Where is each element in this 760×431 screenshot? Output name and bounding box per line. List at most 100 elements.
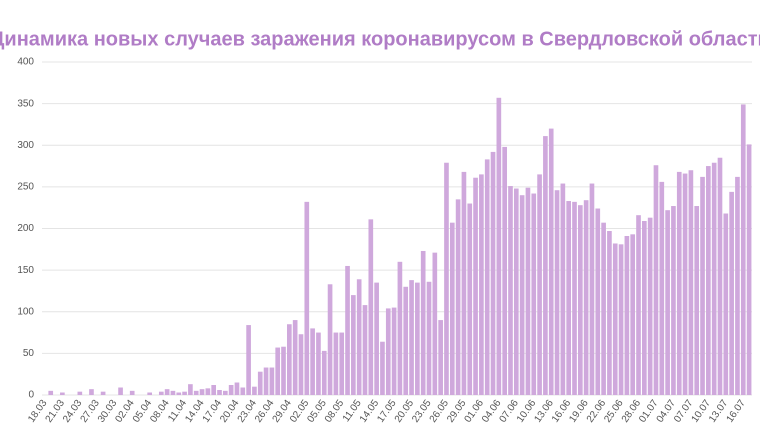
bar — [624, 235, 630, 395]
bar — [746, 144, 752, 395]
bar — [316, 332, 321, 395]
bar — [665, 210, 670, 395]
bar — [391, 307, 397, 395]
bar — [630, 234, 636, 395]
bar — [292, 320, 298, 395]
bar — [706, 166, 711, 395]
bar — [164, 389, 170, 395]
y-tick-label: 100 — [17, 306, 34, 317]
bar — [577, 205, 583, 395]
bar — [543, 136, 548, 395]
bar — [473, 177, 478, 395]
bar — [537, 174, 542, 395]
bar — [240, 387, 246, 395]
bar — [356, 279, 362, 395]
bar — [246, 325, 251, 395]
bar — [449, 222, 455, 395]
bar — [461, 171, 467, 395]
bar — [199, 389, 205, 395]
chart-title: Динамика новых случаев заражения коронав… — [0, 28, 760, 50]
bar — [129, 390, 135, 395]
bar — [205, 388, 211, 395]
bar — [496, 97, 502, 396]
bar — [397, 261, 403, 395]
bar — [583, 200, 589, 395]
bar — [508, 186, 513, 395]
bar — [374, 282, 379, 395]
bar — [158, 391, 164, 395]
y-tick-label: 250 — [17, 182, 34, 193]
bar — [432, 252, 438, 395]
bar — [380, 341, 385, 395]
bar — [694, 206, 700, 395]
bar — [48, 390, 54, 395]
bar — [502, 146, 507, 395]
bar — [618, 244, 624, 395]
bar — [385, 308, 391, 395]
x-tick-label: 08.04 — [148, 398, 172, 425]
y-tick-label: 50 — [23, 348, 35, 359]
bar — [490, 151, 496, 395]
bar — [554, 190, 560, 395]
bar — [711, 162, 717, 395]
x-tick-label: 08.05 — [323, 398, 347, 425]
bar — [682, 173, 688, 395]
bar — [729, 191, 734, 395]
bar — [263, 367, 269, 395]
bar — [222, 390, 228, 395]
bar — [321, 350, 327, 395]
bar — [193, 390, 199, 395]
bar — [740, 104, 746, 396]
y-tick-label: 300 — [17, 140, 34, 151]
y-tick-label: 150 — [17, 265, 34, 276]
bar — [735, 176, 740, 395]
bar — [362, 305, 368, 395]
bar — [560, 183, 566, 395]
bar — [77, 391, 83, 395]
bar — [327, 284, 333, 395]
bar — [426, 281, 432, 395]
bar — [519, 195, 525, 395]
bar — [211, 385, 217, 395]
bar — [170, 390, 176, 395]
bar — [351, 295, 356, 395]
bar — [176, 392, 182, 395]
bar — [484, 159, 490, 395]
bar — [409, 280, 414, 395]
bar — [612, 243, 618, 395]
bar — [671, 206, 676, 395]
bar — [566, 201, 572, 395]
bar — [531, 193, 537, 395]
bar — [217, 390, 222, 395]
y-tick-label: 400 — [17, 57, 34, 68]
bar — [676, 171, 682, 395]
bar — [723, 213, 729, 395]
bar — [415, 282, 420, 395]
bar — [345, 265, 350, 395]
bar — [234, 382, 240, 395]
bar — [444, 162, 449, 395]
bar — [653, 165, 659, 395]
bar — [281, 346, 286, 395]
x-tick-label: 16.07 — [725, 398, 749, 425]
bar — [595, 208, 601, 395]
bar — [182, 391, 187, 395]
bar — [188, 384, 193, 395]
y-tick-label: 0 — [28, 390, 34, 401]
bar — [304, 201, 310, 395]
bar — [572, 201, 577, 395]
bar — [700, 176, 705, 395]
y-tick-label: 200 — [17, 223, 34, 234]
bar — [438, 320, 443, 395]
bar — [647, 217, 653, 395]
bar — [659, 181, 665, 395]
bar — [339, 332, 345, 395]
bar — [420, 250, 426, 395]
bar — [269, 367, 275, 395]
bar — [89, 389, 94, 395]
bar — [100, 391, 106, 395]
bar — [467, 203, 473, 395]
bar — [368, 219, 374, 395]
bar — [455, 199, 461, 395]
